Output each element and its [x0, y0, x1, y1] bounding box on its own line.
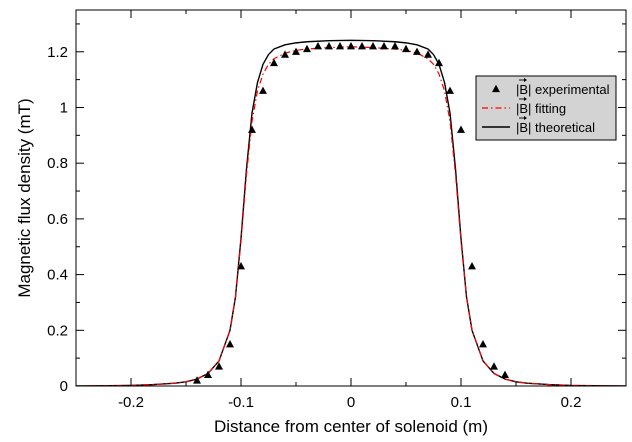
experimental-point — [336, 42, 344, 50]
plot-frame — [75, 9, 627, 387]
vector-arrowhead-icon — [524, 116, 527, 120]
experimental-point — [270, 58, 278, 67]
x-axis-label: Distance from center of solenoid (m) — [214, 417, 488, 436]
legend-theoretical-label: |B| theoretical — [516, 120, 595, 135]
y-tick-label: 1 — [60, 99, 68, 116]
experimental-point — [215, 362, 223, 370]
y-tick-label: 0 — [60, 378, 68, 395]
experimental-point — [479, 340, 487, 348]
experimental-point — [402, 44, 410, 53]
legend: |B| experimental |B| fitting |B| theoretic… — [475, 75, 617, 141]
experimental-point — [446, 86, 454, 94]
x-axis-ticks: -0.2 -0.1 0 0.1 0.2 — [75, 10, 627, 411]
experimental-point — [281, 50, 289, 58]
experimental-point — [314, 42, 322, 50]
experimental-point — [413, 47, 421, 55]
x-tick-label: -0.1 — [228, 394, 254, 411]
experimental-point — [358, 42, 366, 50]
y-tick-label: 0.2 — [47, 322, 68, 339]
experimental-point — [347, 42, 355, 50]
legend-fitting-label: |B| fitting — [516, 101, 566, 116]
experimental-point — [248, 125, 256, 133]
experimental-point — [325, 42, 333, 50]
x-tick-label: 0 — [347, 394, 355, 411]
vector-arrowhead-icon — [524, 78, 527, 82]
experimental-point — [468, 262, 476, 270]
experimental-markers — [193, 42, 509, 384]
experimental-point — [490, 362, 498, 370]
x-tick-label: 0.1 — [451, 394, 472, 411]
experimental-point — [303, 44, 311, 53]
legend-experimental-label: |B| experimental — [516, 82, 610, 97]
experimental-point — [259, 86, 267, 94]
experimental-point — [204, 370, 212, 379]
experimental-point — [226, 340, 234, 348]
x-tick-label: 0.2 — [561, 394, 582, 411]
y-tick-label: 0.4 — [47, 267, 68, 284]
experimental-point — [501, 370, 509, 379]
y-tick-label: 1.2 — [47, 44, 68, 61]
experimental-point — [369, 42, 377, 50]
vector-arrowhead-icon — [524, 97, 527, 101]
legend-experimental-marker — [492, 84, 500, 93]
y-axis-ticks: 0 0.2 0.4 0.6 0.8 1 1.2 — [47, 23, 626, 395]
experimental-point — [457, 125, 465, 133]
experimental-point — [292, 47, 300, 55]
y-tick-label: 0.8 — [47, 155, 68, 172]
fitting-series-line — [76, 46, 626, 386]
experimental-point — [380, 42, 388, 50]
y-tick-label: 0.6 — [47, 211, 68, 228]
experimental-point — [391, 42, 399, 50]
experimental-point — [237, 262, 245, 270]
experimental-point — [435, 58, 443, 67]
x-tick-label: -0.2 — [118, 394, 144, 411]
experimental-point — [424, 50, 432, 58]
y-axis-label: Magnetic flux density (mT) — [15, 98, 34, 297]
experimental-point — [193, 376, 201, 384]
